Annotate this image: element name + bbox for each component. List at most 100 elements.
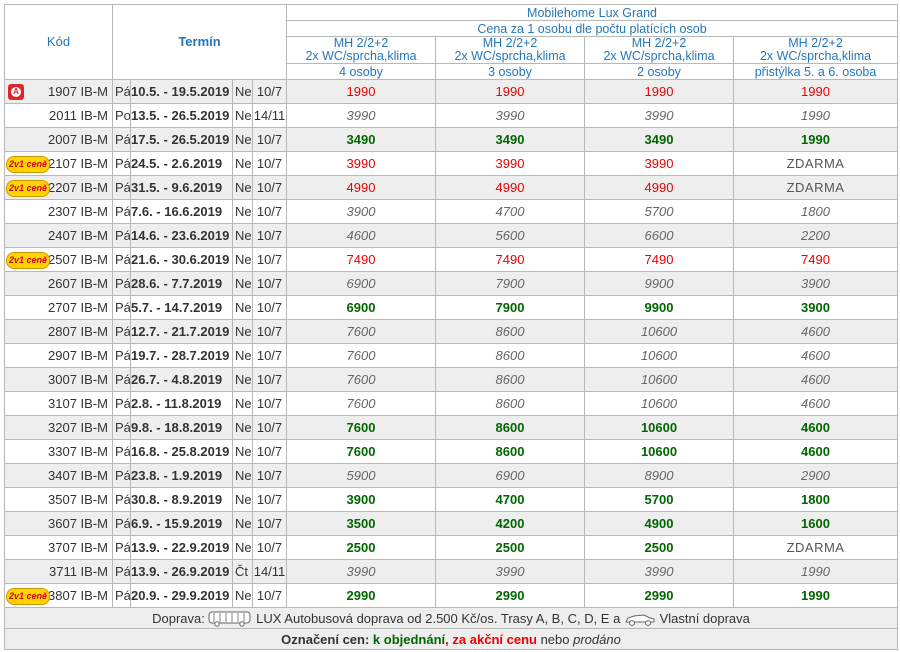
row-code-text: 3107 IB-M xyxy=(48,395,108,411)
row-price: 6900 xyxy=(435,463,586,488)
row-nights: 10/7 xyxy=(251,487,288,512)
table-row: 3107 IB-M Pá 2.8. - 11.8.2019 Ne 10/7 7600 860… xyxy=(4,391,899,416)
row-code: A 1907 IB-M xyxy=(4,79,113,104)
row-code-text: 2707 IB-M xyxy=(48,299,108,315)
row-start-day: Pá xyxy=(112,151,131,176)
two-for-one-icon: 2v1 ceně xyxy=(6,252,50,269)
row-end-day: Ne xyxy=(232,295,253,320)
row-code: 2v1 ceně 2107 IB-M xyxy=(4,151,113,176)
row-start-day: Pá xyxy=(112,223,131,248)
row-start-day: Pá xyxy=(112,295,131,320)
row-start-day: Pá xyxy=(112,343,131,368)
header-col-2: MH 2/2+2 2x WC/sprcha,klima xyxy=(435,36,586,64)
row-code-text: 2607 IB-M xyxy=(48,275,108,291)
row-price: 1990 xyxy=(733,103,899,128)
table-row: 2007 IB-M Pá 17.5. - 26.5.2019 Ne 10/7 3490 34… xyxy=(4,127,899,152)
row-price: 3490 xyxy=(584,127,735,152)
row-price: 7600 xyxy=(286,367,437,392)
table-row: 2907 IB-M Pá 19.7. - 28.7.2019 Ne 10/7 7600 86… xyxy=(4,343,899,368)
row-dates: 21.6. - 30.6.2019 xyxy=(130,247,233,272)
row-code-text: 3307 IB-M xyxy=(48,443,108,459)
table-row: 2011 IB-M Po 13.5. - 26.5.2019 Ne 14/11 3990 3… xyxy=(4,103,899,128)
row-nights: 10/7 xyxy=(251,367,288,392)
header-persons-2: 3 osoby xyxy=(435,63,586,80)
table-row: 2v1 ceně 2207 IB-M Pá 31.5. - 9.6.2019 Ne 10/… xyxy=(4,175,899,200)
row-price: 7490 xyxy=(584,247,735,272)
two-for-one-icon: 2v1 ceně xyxy=(6,180,50,197)
row-code: 3207 IB-M xyxy=(4,415,113,440)
row-price: ZDARMA xyxy=(733,151,899,176)
row-dates: 2.8. - 11.8.2019 xyxy=(130,391,233,416)
row-price: 3900 xyxy=(733,271,899,296)
row-code-text: 3607 IB-M xyxy=(48,515,108,531)
row-start-day: Pá xyxy=(112,511,131,536)
row-price: 4900 xyxy=(584,511,735,536)
row-price: 10600 xyxy=(584,391,735,416)
header-persons-1: 4 osoby xyxy=(286,63,437,80)
row-price: 4600 xyxy=(733,415,899,440)
row-price: 7490 xyxy=(733,247,899,272)
row-code: 2607 IB-M xyxy=(4,271,113,296)
row-nights: 10/7 xyxy=(251,511,288,536)
car-icon xyxy=(625,614,655,626)
row-end-day: Čt xyxy=(232,559,253,584)
table-row: 3007 IB-M Pá 26.7. - 4.8.2019 Ne 10/7 7600 860… xyxy=(4,367,899,392)
row-price: 7900 xyxy=(435,295,586,320)
row-nights: 10/7 xyxy=(251,583,288,608)
row-price: 3990 xyxy=(435,103,586,128)
row-dates: 16.8. - 25.8.2019 xyxy=(130,439,233,464)
row-nights: 10/7 xyxy=(251,415,288,440)
row-code: 3007 IB-M xyxy=(4,367,113,392)
row-price: 4600 xyxy=(733,367,899,392)
row-price: 3990 xyxy=(435,559,586,584)
row-nights: 10/7 xyxy=(251,391,288,416)
row-price: 1990 xyxy=(733,127,899,152)
row-start-day: Pá xyxy=(112,535,131,560)
row-price: 7490 xyxy=(435,247,586,272)
table-row: 2407 IB-M Pá 14.6. - 23.6.2019 Ne 10/7 4600 56… xyxy=(4,223,899,248)
row-dates: 13.5. - 26.5.2019 xyxy=(130,103,233,128)
row-end-day: Ne xyxy=(232,391,253,416)
row-nights: 10/7 xyxy=(251,319,288,344)
row-code: 2307 IB-M xyxy=(4,199,113,224)
row-price: 7600 xyxy=(286,343,437,368)
header-accommodation: Mobilehome Lux Grand xyxy=(286,4,899,21)
row-price: 1990 xyxy=(584,79,735,104)
row-dates: 5.7. - 14.7.2019 xyxy=(130,295,233,320)
row-start-day: Pá xyxy=(112,319,131,344)
row-nights: 10/7 xyxy=(251,199,288,224)
table-row: A 1907 IB-M Pá 10.5. - 19.5.2019 Ne 10/7 1990 1… xyxy=(4,79,899,104)
row-dates: 10.5. - 19.5.2019 xyxy=(130,79,233,104)
table-row: 3607 IB-M Pá 6.9. - 15.9.2019 Ne 10/7 3500 420… xyxy=(4,511,899,536)
row-price: 3490 xyxy=(286,127,437,152)
row-price: 4990 xyxy=(286,175,437,200)
row-price: 7490 xyxy=(286,247,437,272)
row-start-day: Pá xyxy=(112,199,131,224)
row-price: 5700 xyxy=(584,199,735,224)
row-end-day: Ne xyxy=(232,439,253,464)
row-code-text: 2507 IB-M xyxy=(48,251,108,267)
row-dates: 14.6. - 23.6.2019 xyxy=(130,223,233,248)
a-icon: A xyxy=(8,84,24,100)
row-code-text: 2407 IB-M xyxy=(48,227,108,243)
row-dates: 28.6. - 7.7.2019 xyxy=(130,271,233,296)
row-start-day: Pá xyxy=(112,367,131,392)
legend-sold: prodáno xyxy=(573,631,621,647)
row-dates: 19.7. - 28.7.2019 xyxy=(130,343,233,368)
row-start-day: Pá xyxy=(112,247,131,272)
car-text: Vlastní doprava xyxy=(659,610,750,626)
row-price: 5900 xyxy=(286,463,437,488)
row-nights: 10/7 xyxy=(251,343,288,368)
legend-label: Označení cen: xyxy=(281,631,370,647)
legend-footer: Označení cen: k objednání, za akční cenu… xyxy=(3,628,899,650)
row-nights: 10/7 xyxy=(251,151,288,176)
row-code: 2v1 ceně 2507 IB-M xyxy=(4,247,113,272)
row-price: 7600 xyxy=(286,319,437,344)
table-row: 2v1 ceně 2107 IB-M Pá 24.5. - 2.6.2019 Ne 10/… xyxy=(4,151,899,176)
row-start-day: Pá xyxy=(112,79,131,104)
row-price: 8600 xyxy=(435,439,586,464)
row-dates: 13.9. - 22.9.2019 xyxy=(130,535,233,560)
row-price: 4600 xyxy=(286,223,437,248)
row-price: 8600 xyxy=(435,367,586,392)
row-price: 1990 xyxy=(733,79,899,104)
